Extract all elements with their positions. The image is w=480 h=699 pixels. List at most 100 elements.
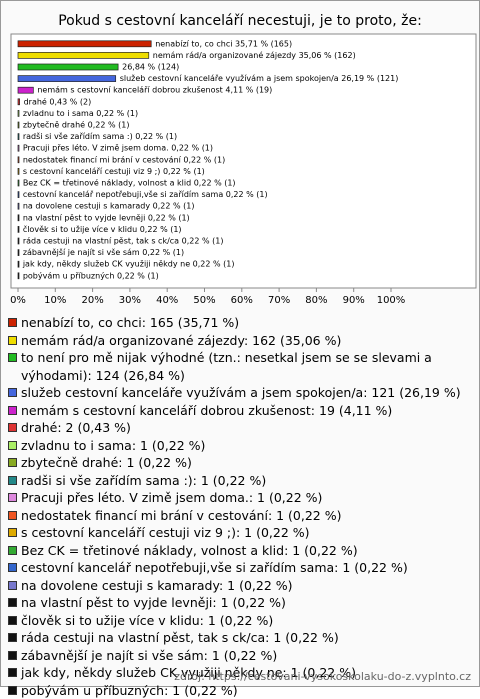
legend-label: zábavnější je najít si vše sám: 1 (0,22 … <box>21 647 277 665</box>
legend-label: s cestovní kanceláří cestuji viz 9 ;): 1… <box>21 524 310 542</box>
legend-swatch <box>8 563 17 572</box>
legend-swatch <box>8 528 17 537</box>
bar <box>18 192 19 198</box>
legend-item: to není pro mě nijak výhodné (tzn.: nese… <box>8 349 463 384</box>
legend-item: Pracuji přes léto. V zimě jsem doma.: 1 … <box>8 489 463 507</box>
bar-label: Bez CK = třetinové náklady, volnost a kl… <box>23 178 236 188</box>
legend: nenabízí to, co chci: 165 (35,71 %)nemám… <box>8 314 463 699</box>
legend-swatch <box>8 581 17 590</box>
bar-label: ráda cestuji na vlastní pěst, tak s ck/c… <box>23 237 224 246</box>
legend-item: ráda cestuji na vlastní pěst, tak s ck/c… <box>8 629 463 647</box>
x-tick-label: 70% <box>268 295 290 306</box>
legend-item: drahé: 2 (0,43 %) <box>8 419 463 437</box>
x-tick-label: 90% <box>343 295 365 306</box>
source: zdroj: https://cestovani-vysokoskolaku-d… <box>174 670 471 683</box>
bar-label: nenabízí to, co chci 35,71 % (165) <box>155 39 292 48</box>
bar <box>18 203 19 209</box>
legend-swatch <box>8 511 17 520</box>
bar <box>18 145 19 151</box>
legend-label: drahé: 2 (0,43 %) <box>21 419 131 437</box>
bar-label: nemám s cestovní kanceláří dobrou zkušen… <box>37 85 272 95</box>
bar-label: 26,84 % (124) <box>122 63 179 72</box>
x-tick-label: 20% <box>81 295 103 306</box>
legend-label: ráda cestuji na vlastní pěst, tak s ck/c… <box>21 629 339 647</box>
legend-swatch <box>8 388 17 397</box>
bar-label: cestovní kancelář nepotřebuji,vše si zař… <box>23 189 268 199</box>
legend-item: nedostatek financí mi brání v cestování:… <box>8 507 463 525</box>
bar <box>18 273 19 279</box>
legend-label: na dovolene cestuji s kamarady: 1 (0,22 … <box>21 577 293 595</box>
x-tick-label: 40% <box>156 295 178 306</box>
legend-item: služeb cestovní kanceláře využívám a jse… <box>8 384 463 402</box>
legend-label: Pracuji přes léto. V zimě jsem doma.: 1 … <box>21 489 322 507</box>
legend-label: zbytečně drahé: 1 (0,22 %) <box>21 454 192 472</box>
legend-item: zbytečně drahé: 1 (0,22 %) <box>8 454 463 472</box>
x-tick-label: 0% <box>10 295 26 306</box>
bar-label: zábavnější je najít si vše sám 0,22 % (1… <box>23 247 184 257</box>
legend-item: cestovní kancelář nepotřebuji,vše si zař… <box>8 559 463 577</box>
bar <box>18 64 118 70</box>
legend-label: nenabízí to, co chci: 165 (35,71 %) <box>21 314 239 332</box>
legend-swatch <box>8 651 17 660</box>
legend-label: nedostatek financí mi brání v cestování:… <box>21 507 342 525</box>
x-tick-label: 10% <box>44 295 66 306</box>
legend-item: pobývám u příbuzných: 1 (0,22 %) <box>8 682 463 699</box>
bar <box>18 250 19 256</box>
legend-item: nemám s cestovní kanceláří dobrou zkušen… <box>8 402 463 420</box>
legend-swatch <box>8 318 17 327</box>
legend-swatch <box>8 633 17 642</box>
legend-label: to není pro mě nijak výhodné (tzn.: nese… <box>21 349 463 384</box>
legend-swatch <box>8 458 17 467</box>
legend-item: člověk si to užije více v klidu: 1 (0,22… <box>8 612 463 630</box>
bar <box>18 76 116 82</box>
legend-swatch <box>8 616 17 625</box>
legend-item: radši si vše zařídím sama :): 1 (0,22 %) <box>8 472 463 490</box>
x-tick-label: 80% <box>305 295 327 306</box>
x-tick-label: 50% <box>193 295 215 306</box>
bar <box>18 168 19 174</box>
bar-label: na dovolene cestuji s kamarady 0,22 % (1… <box>23 202 195 211</box>
bar <box>18 226 19 232</box>
bar-label: zvladnu to i sama 0,22 % (1) <box>23 109 138 118</box>
legend-swatch <box>8 406 17 415</box>
legend-item: zábavnější je najít si vše sám: 1 (0,22 … <box>8 647 463 665</box>
legend-item: nemám rád/a organizované zájezdy: 162 (3… <box>8 332 463 350</box>
legend-item: na vlastní pěst to vyjde levněji: 1 (0,2… <box>8 594 463 612</box>
legend-item: na dovolene cestuji s kamarady: 1 (0,22 … <box>8 577 463 595</box>
legend-label: pobývám u příbuzných: 1 (0,22 %) <box>21 682 238 699</box>
legend-label: služeb cestovní kanceláře využívám a jse… <box>21 384 461 402</box>
legend-swatch <box>8 598 17 607</box>
legend-item: Bez CK = třetinové náklady, volnost a kl… <box>8 542 463 560</box>
bar <box>18 110 19 116</box>
legend-item: zvladnu to i sama: 1 (0,22 %) <box>8 437 463 455</box>
bar-label: na vlastní pěst to vyjde levněji 0,22 % … <box>23 213 190 222</box>
legend-label: Bez CK = třetinové náklady, volnost a kl… <box>21 542 358 560</box>
chart: Pokud s cestovní kanceláří necestuji, je… <box>1 1 479 311</box>
bar-label: nemám rád/a organizované zájezdy 35,06 %… <box>153 50 356 60</box>
bar-label: zbytečně drahé 0,22 % (1) <box>23 120 130 130</box>
bar-label: služeb cestovní kanceláře využívám a jse… <box>120 74 399 83</box>
bar <box>18 238 19 244</box>
bar-label: člověk si to užije více v klidu 0,22 % (… <box>23 224 182 234</box>
legend-label: na vlastní pěst to vyjde levněji: 1 (0,2… <box>21 594 286 612</box>
legend-label: člověk si to užije více v klidu: 1 (0,22… <box>21 612 273 630</box>
bar-label: pobývám u příbuzných 0,22 % (1) <box>23 271 159 280</box>
legend-label: cestovní kancelář nepotřebuji,vše si zař… <box>21 559 408 577</box>
bar-label: nedostatek financí mi brání v cestování … <box>23 155 225 164</box>
legend-swatch <box>8 336 17 345</box>
bar <box>18 122 19 128</box>
legend-label: nemám rád/a organizované zájezdy: 162 (3… <box>21 332 341 350</box>
legend-swatch <box>8 476 17 485</box>
bar-label: drahé 0,43 % (2) <box>24 96 92 106</box>
bar <box>18 52 149 58</box>
bar <box>18 261 19 267</box>
bar <box>18 157 19 163</box>
bar <box>18 87 33 93</box>
bar-label: s cestovní kanceláří cestuji viz 9 ;) 0,… <box>23 167 205 176</box>
legend-item: s cestovní kanceláří cestuji viz 9 ;): 1… <box>8 524 463 542</box>
x-tick-label: 60% <box>231 295 253 306</box>
bar-label: jak kdy, někdy služeb CK využiji někdy n… <box>22 260 235 269</box>
bar-label: Pracuji přes léto. V zimě jsem doma. 0,2… <box>23 143 213 153</box>
bar-label: radši si vše zařídím sama :) 0,22 % (1) <box>23 131 177 141</box>
